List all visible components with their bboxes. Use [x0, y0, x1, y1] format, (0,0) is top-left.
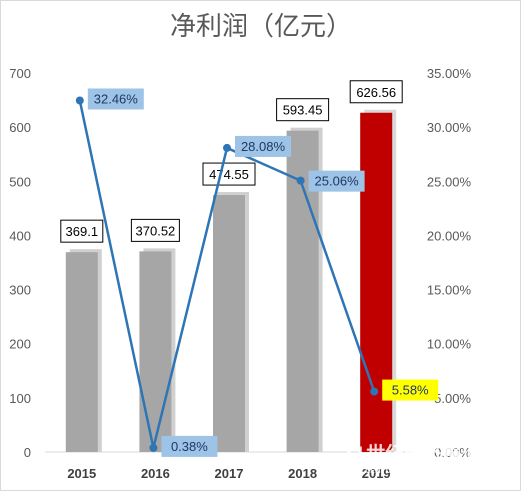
line-series	[75, 96, 379, 452]
watermark-main-text: 21世纪经济报道	[340, 442, 480, 465]
bar-data-label: 369.1	[60, 219, 104, 243]
bar-data-label: 474.55	[202, 162, 256, 186]
y-axis-right: 0.00% 5.00% 10.00% 15.00% 20.00% 25.00% 30.00%…	[427, 66, 472, 460]
y-left-tick-label: 700	[9, 66, 31, 81]
bar-data-labels: 369.1 370.52 474.55 593.45 626.56	[60, 80, 403, 243]
watermark-sub-text: 21ST CENTURY BUSINESS HERALD	[343, 467, 477, 475]
bar-face	[360, 112, 393, 452]
bar-label-box	[60, 219, 104, 243]
y-left-tick-label: 400	[9, 228, 31, 243]
bar-label-text: 626.56	[356, 85, 396, 100]
x-tick-label: 2018	[288, 466, 317, 481]
line-data-labels: 32.46% 0.38% 28.08% 25.06% 5.58%	[87, 88, 439, 457]
y-left-tick-label: 500	[9, 174, 31, 189]
line-label-box	[87, 88, 144, 110]
bar-label-box	[349, 80, 403, 104]
line-point	[370, 387, 379, 396]
x-tick-label: 2019	[362, 466, 391, 481]
bar-label-text: 474.55	[209, 167, 249, 182]
x-tick-label: 2017	[215, 466, 244, 481]
bar-series	[65, 109, 397, 453]
y-right-tick-label: 25.00%	[427, 174, 472, 189]
line-point	[296, 176, 305, 185]
y-left-tick-label: 200	[9, 337, 31, 352]
bar-label-box	[130, 218, 180, 242]
line-label-box	[382, 379, 439, 401]
bar-data-label: 626.56	[349, 80, 403, 104]
line-label-box	[161, 435, 218, 457]
y-right-tick-label: 35.00%	[427, 66, 472, 81]
line-point	[75, 96, 84, 105]
line-data-label: 0.38%	[161, 435, 218, 457]
line-label-box	[235, 135, 291, 157]
y-right-tick-label: 30.00%	[427, 120, 472, 135]
watermark-logo: 21世纪经济报道 21ST CENTURY BUSINESS HERALD	[340, 442, 480, 475]
bar-label-text: 370.52	[136, 223, 176, 238]
line-label-text: 32.46%	[94, 92, 139, 107]
line-label-box	[308, 170, 365, 192]
line-data-label: 28.08%	[235, 135, 291, 157]
line-point	[149, 443, 158, 452]
y-left-tick-label: 600	[9, 120, 31, 135]
line-data-label: 5.58%	[382, 379, 439, 401]
y-right-tick-label: 0.00%	[434, 445, 471, 460]
y-right-tick-label: 5.00%	[434, 391, 471, 406]
y-left-tick-label: 300	[9, 283, 31, 298]
line-label-text: 0.38%	[171, 439, 208, 454]
bar-face	[139, 251, 172, 452]
chart-title: 净利润（亿元）	[170, 12, 352, 42]
bar-data-label: 370.52	[130, 218, 180, 242]
y-right-tick-label: 10.00%	[427, 337, 472, 352]
y-left-tick-label: 100	[9, 391, 31, 406]
y-axis-left: 0 100 200 300 400 500 600 700	[9, 66, 31, 460]
y-left-tick-label: 0	[24, 445, 31, 460]
bar-face	[213, 195, 245, 453]
bar-label-text: 369.1	[66, 224, 99, 239]
x-tick-label: 2015	[67, 466, 96, 481]
bar	[360, 109, 397, 452]
line-label-text: 25.06%	[315, 174, 360, 189]
line-data-label: 32.46%	[87, 88, 144, 110]
y-right-tick-label: 15.00%	[427, 283, 472, 298]
line-point	[223, 143, 231, 152]
bar-data-label: 593.45	[276, 98, 330, 122]
bar-face	[65, 252, 98, 452]
line-label-text: 5.58%	[392, 383, 429, 398]
y-right-tick-label: 20.00%	[427, 228, 472, 243]
bar-label-text: 593.45	[283, 103, 323, 118]
line-label-text: 28.08%	[241, 139, 286, 154]
line-data-label: 25.06%	[308, 170, 365, 192]
bar-label-box	[202, 162, 256, 186]
bar-label-box	[276, 98, 330, 122]
bar	[139, 248, 176, 452]
bar	[65, 249, 102, 452]
x-tick-label: 2016	[141, 466, 170, 481]
bar	[213, 192, 249, 453]
